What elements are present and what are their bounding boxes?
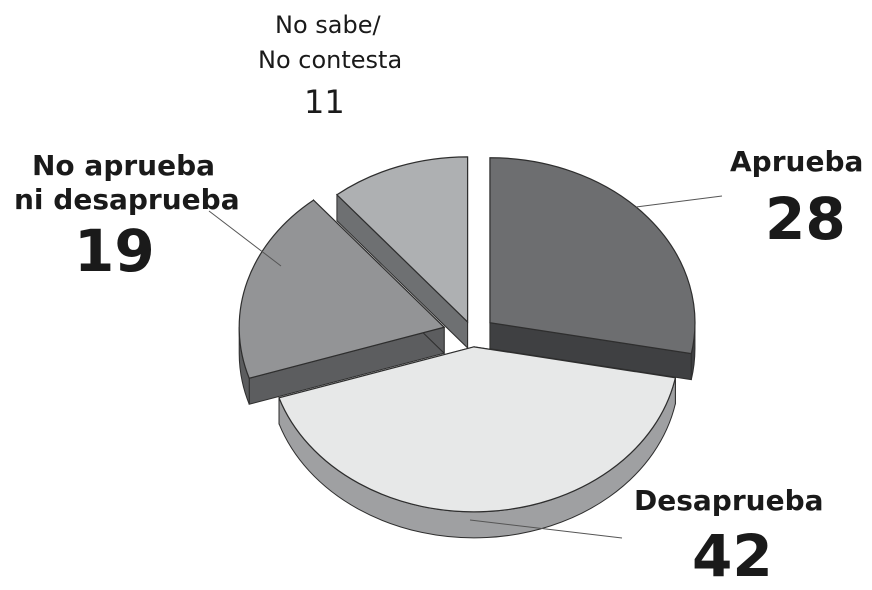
pie-slice-aprueba xyxy=(489,157,696,355)
value-no-sabe: 11 xyxy=(304,83,345,121)
pie-slice-no-aprueba xyxy=(238,199,446,379)
leader-line-no-aprueba xyxy=(208,210,282,267)
label-no-aprueba-line1: No aprueba xyxy=(32,149,216,182)
value-desaprueba: 42 xyxy=(692,522,773,590)
pie-slice-desaprueba xyxy=(278,346,677,513)
label-no-sabe-line2: No contesta xyxy=(258,46,403,74)
value-no-aprueba: 19 xyxy=(74,217,155,285)
leader-line-aprueba xyxy=(635,195,723,208)
pie-slice-no-sabe xyxy=(335,156,469,324)
value-aprueba: 28 xyxy=(765,185,846,253)
leader-line-desaprueba xyxy=(469,519,623,539)
label-no-sabe-line1: No sabe/ xyxy=(275,11,381,39)
label-aprueba: Aprueba xyxy=(730,145,864,178)
label-desaprueba: Desaprueba xyxy=(634,484,824,517)
pie-slice-tops xyxy=(238,156,696,513)
label-no-aprueba-line2: ni desaprueba xyxy=(14,183,240,216)
leader-lines xyxy=(208,195,723,539)
